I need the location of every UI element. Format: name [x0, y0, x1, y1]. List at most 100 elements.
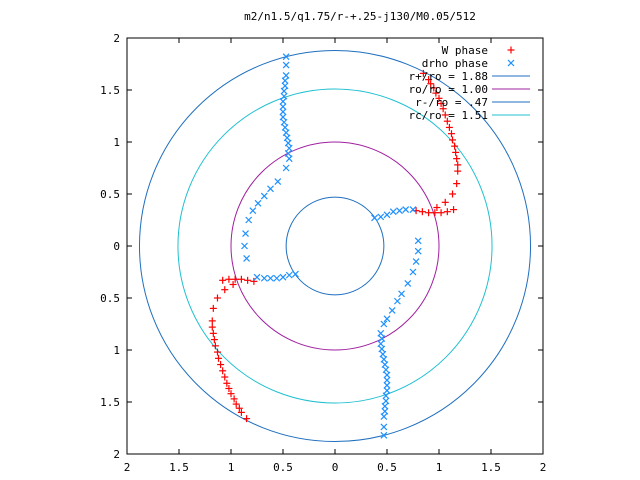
point-stroke-b [396, 207, 403, 215]
chart-title: m2/n1.5/q1.75/r-+.25-j130/M0.05/512 [244, 10, 476, 23]
point-1-12 [398, 290, 405, 298]
y-tick-label-6: 1 [113, 344, 120, 357]
point-0-7 [433, 204, 441, 212]
point-0-54 [237, 275, 245, 283]
x-tick-label-8: 2 [540, 461, 547, 474]
point-1-3 [389, 208, 397, 216]
point-1-18 [377, 340, 385, 348]
point-0-12 [453, 155, 461, 163]
point-stroke-b [380, 423, 388, 431]
point-stroke-b [402, 206, 410, 214]
point-stroke-b [380, 413, 388, 420]
point-0-31 [213, 294, 221, 302]
point-1-60 [279, 98, 287, 105]
point-stroke-b [281, 124, 289, 131]
point-0-25 [441, 111, 449, 119]
point-stroke-b [273, 274, 281, 282]
point-0-21 [454, 161, 462, 169]
point-0-38 [223, 379, 231, 387]
x-tick-label-6: 1 [436, 461, 443, 474]
circle-1 [230, 141, 440, 351]
y-tick-label-0: 2 [113, 32, 120, 45]
point-1-15 [383, 315, 391, 323]
point-1-57 [282, 129, 290, 137]
point-stroke-b [280, 87, 288, 95]
point-0-42 [243, 415, 251, 423]
point-1-29 [378, 345, 386, 353]
x-tick-label-7: 1.5 [481, 461, 501, 474]
legend-label-0: W phase [442, 44, 488, 57]
point-0-33 [208, 317, 216, 325]
point-1-37 [260, 274, 268, 282]
point-1-30 [380, 355, 388, 363]
y-tick-label-7: 1.5 [100, 396, 120, 409]
point-1-23 [382, 392, 390, 400]
point-stroke-b [267, 185, 274, 193]
point-1-53 [282, 61, 290, 69]
y-tick-label-3: 0.5 [100, 188, 120, 201]
point-1-71 [243, 255, 251, 262]
point-stroke-b [282, 129, 290, 137]
point-0-3 [431, 209, 439, 217]
point-0-41 [237, 408, 245, 416]
point-0-1 [443, 208, 451, 216]
point-0-0 [450, 206, 458, 214]
point-0-37 [219, 367, 227, 375]
point-1-59 [279, 108, 287, 116]
point-1-2 [396, 207, 403, 215]
ticks-layer: 2 1.5 1 0.5 0 0.5 1 1.5 221.510.500.511.52 [100, 32, 546, 474]
point-1-63 [274, 178, 282, 185]
point-0-47 [221, 373, 229, 381]
point-stroke-b [292, 270, 299, 278]
point-stroke-b [285, 144, 293, 152]
point-0-43 [208, 323, 216, 331]
point-0-26 [437, 100, 445, 108]
point-1-55 [284, 150, 292, 157]
point-stroke-b [284, 150, 292, 157]
point-1-14 [388, 307, 396, 314]
point-1-5 [377, 213, 385, 221]
point-0-40 [232, 400, 240, 408]
legend-cross-b [507, 59, 515, 67]
point-1-42 [292, 270, 299, 278]
point-0-19 [425, 76, 433, 84]
point-1-44 [285, 155, 293, 163]
circles-layer [138, 49, 532, 443]
point-stroke-b [383, 315, 391, 323]
point-stroke-b [260, 274, 268, 282]
point-stroke-b [389, 208, 397, 216]
point-0-35 [211, 342, 219, 350]
point-1-24 [381, 402, 389, 410]
point-stroke-b [381, 407, 389, 415]
x-tick-label-0: 2 [124, 461, 131, 474]
point-stroke-b [382, 397, 390, 405]
point-stroke-b [280, 92, 288, 100]
point-stroke-b [378, 335, 386, 342]
point-stroke-b [371, 214, 378, 222]
point-1-41 [285, 271, 293, 279]
point-stroke-b [409, 268, 417, 276]
point-1-1 [402, 206, 410, 214]
point-1-33 [383, 387, 391, 394]
point-1-16 [380, 320, 388, 328]
point-0-48 [225, 384, 233, 392]
point-1-39 [273, 274, 281, 282]
point-1-49 [279, 103, 287, 111]
point-0-23 [449, 136, 457, 144]
point-stroke-b [279, 113, 287, 121]
point-1-43 [282, 164, 290, 172]
point-stroke-b [282, 53, 290, 61]
point-1-28 [378, 335, 386, 342]
point-0-5 [418, 208, 426, 216]
point-stroke-b [377, 340, 385, 348]
point-stroke-b [380, 431, 388, 439]
point-stroke-b [282, 72, 290, 79]
point-0-11 [454, 167, 462, 175]
legend-label-5: rc/ro = 1.51 [409, 109, 488, 122]
point-stroke-b [381, 361, 389, 368]
point-stroke-b [241, 242, 248, 250]
point-1-51 [281, 82, 289, 90]
point-stroke-b [377, 329, 385, 337]
point-0-24 [445, 123, 453, 131]
